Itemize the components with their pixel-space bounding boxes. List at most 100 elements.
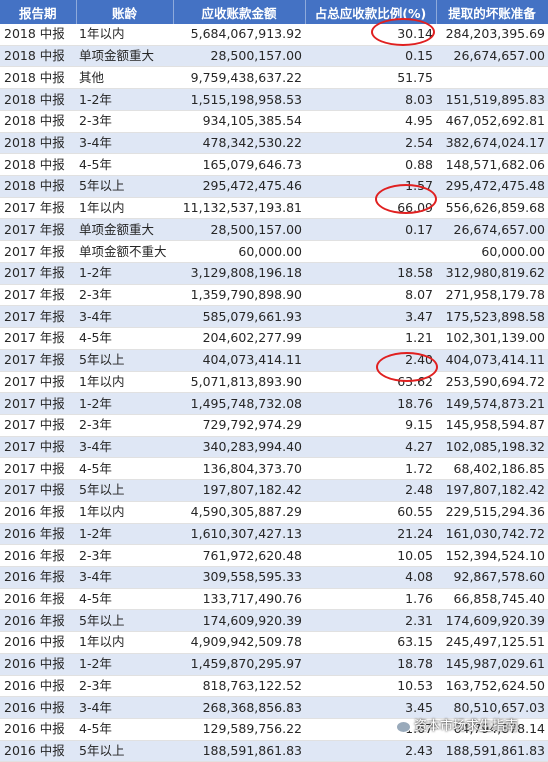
cell-period: 2017 年报: [0, 305, 76, 329]
cell-period: 2018 中报: [0, 24, 76, 46]
cell-ratio: 18.58: [305, 262, 436, 285]
cell-amount: 174,609,920.39: [173, 609, 305, 633]
cell-aging: 1年以内: [76, 631, 173, 654]
cell-ratio: 2.48: [305, 479, 436, 502]
table-row: 2017 中报 4-5年 136,804,373.70 1.72 68,402,186.…: [0, 457, 548, 481]
cell-aging: 单项金额重大: [76, 218, 173, 242]
cell-aging: 3-4年: [76, 436, 173, 459]
cell-bad-debt: 284,203,395.69: [436, 24, 548, 46]
table-row: 2016 中报 1-2年 1,459,870,295.97 18.78 145,987,…: [0, 653, 548, 676]
table-row: 2016 中报 1年以内 4,909,942,509.78 63.15 245,497,…: [0, 631, 548, 654]
cell-aging: 1-2年: [76, 88, 173, 111]
cell-amount: 934,105,385.54: [173, 110, 305, 133]
cell-period: 2016 中报: [0, 653, 76, 676]
table-row: 2016 中报 2-3年 818,763,122.52 10.53 163,752,62…: [0, 675, 548, 698]
cell-amount: 478,342,530.22: [173, 132, 305, 155]
cell-bad-debt: [436, 66, 548, 90]
cell-period: 2018 中报: [0, 45, 76, 68]
cell-amount: 3,129,808,196.18: [173, 262, 305, 285]
table-row: 2016 中报 5年以上 188,591,861.83 2.43 188,591,861…: [0, 740, 548, 762]
cell-bad-debt: 151,519,895.83: [436, 88, 548, 111]
cell-period: 2016 年报: [0, 609, 76, 633]
cell-amount: 28,500,157.00: [173, 218, 305, 242]
cell-period: 2018 中报: [0, 66, 76, 90]
cell-aging: 1-2年: [76, 523, 173, 546]
cell-period: 2017 年报: [0, 240, 76, 263]
cell-amount: 295,472,475.46: [173, 175, 305, 198]
cell-amount: 1,495,748,732.08: [173, 392, 305, 415]
cell-amount: 404,073,414.11: [173, 349, 305, 372]
cell-aging: 4-5年: [76, 718, 173, 741]
cell-period: 2017 中报: [0, 371, 76, 394]
cell-amount: 136,804,373.70: [173, 457, 305, 481]
table-row: 2016 年报 1-2年 1,610,307,427.13 21.24 161,030,…: [0, 523, 548, 546]
table-body: 2018 中报 1年以内 5,684,067,913.92 30.14 284,203,…: [0, 24, 548, 762]
cell-aging: 4-5年: [76, 457, 173, 481]
cell-period: 2018 中报: [0, 110, 76, 133]
cell-ratio: 1.21: [305, 327, 436, 350]
cell-bad-debt: 245,497,125.51: [436, 631, 548, 654]
cell-aging: 4-5年: [76, 588, 173, 611]
cell-period: 2018 中报: [0, 153, 76, 177]
cell-aging: 3-4年: [76, 696, 173, 719]
cell-bad-debt: 174,609,920.39: [436, 609, 548, 633]
cell-aging: 3-4年: [76, 305, 173, 329]
cell-period: 2016 中报: [0, 740, 76, 762]
cell-ratio: 10.05: [305, 544, 436, 567]
cell-aging: 4-5年: [76, 153, 173, 177]
cell-period: 2017 中报: [0, 436, 76, 459]
cell-ratio: 1.57: [305, 175, 436, 198]
cell-period: 2017 年报: [0, 284, 76, 307]
cell-amount: 340,283,994.40: [173, 436, 305, 459]
table-row: 2017 中报 1-2年 1,495,748,732.08 18.76 149,574,…: [0, 392, 548, 415]
table-row: 2018 中报 单项金额重大 28,500,157.00 0.15 26,674,657…: [0, 45, 548, 68]
cell-aging: 3-4年: [76, 132, 173, 155]
table-row: 2017 年报 2-3年 1,359,790,898.90 8.07 271,958,1…: [0, 284, 548, 307]
table-row: 2018 中报 1年以内 5,684,067,913.92 30.14 284,203,…: [0, 24, 548, 46]
cell-ratio: 2.40: [305, 349, 436, 372]
cell-aging: 1-2年: [76, 653, 173, 676]
cell-bad-debt: 271,958,179.78: [436, 284, 548, 307]
cell-period: 2016 中报: [0, 696, 76, 719]
table-row: 2016 年报 5年以上 174,609,920.39 2.31 174,609,920…: [0, 609, 548, 633]
table-row: 2017 中报 3-4年 340,283,994.40 4.27 102,085,198…: [0, 436, 548, 459]
cell-amount: 1,359,790,898.90: [173, 284, 305, 307]
header-amount: 应收账款金额: [173, 0, 306, 24]
cell-bad-debt: 145,987,029.61: [436, 653, 548, 676]
cell-ratio: 0.17: [305, 218, 436, 242]
cell-period: 2017 中报: [0, 392, 76, 415]
cell-bad-debt: 26,674,657.00: [436, 218, 548, 242]
cell-ratio: 10.53: [305, 675, 436, 698]
table-row: 2018 中报 其他 9,759,438,637.22 51.75: [0, 66, 548, 90]
cell-ratio: [305, 240, 436, 263]
cell-period: 2016 年报: [0, 588, 76, 611]
cell-period: 2016 年报: [0, 566, 76, 589]
table-row: 2018 中报 3-4年 478,342,530.22 2.54 382,674,024…: [0, 132, 548, 155]
cell-bad-debt: 197,807,182.42: [436, 479, 548, 502]
cell-period: 2016 中报: [0, 675, 76, 698]
table-row: 2018 中报 1-2年 1,515,198,958.53 8.03 151,519,8…: [0, 88, 548, 111]
cell-ratio: 1.76: [305, 588, 436, 611]
cell-ratio: 9.15: [305, 414, 436, 437]
cell-amount: 11,132,537,193.81: [173, 197, 305, 220]
cell-aging: 2-3年: [76, 110, 173, 133]
cell-amount: 4,909,942,509.78: [173, 631, 305, 654]
cell-ratio: 3.47: [305, 305, 436, 329]
cell-bad-debt: 68,402,186.85: [436, 457, 548, 481]
cell-ratio: 63.15: [305, 631, 436, 654]
cell-ratio: 30.14: [305, 24, 436, 46]
cell-ratio: 18.76: [305, 392, 436, 415]
cell-amount: 761,972,620.48: [173, 544, 305, 567]
cell-ratio: 2.31: [305, 609, 436, 633]
cell-ratio: 63.62: [305, 371, 436, 394]
cell-aging: 2-3年: [76, 544, 173, 567]
cell-aging: 1年以内: [76, 501, 173, 524]
cell-ratio: 0.88: [305, 153, 436, 177]
cell-aging: 1年以内: [76, 24, 173, 46]
cell-bad-debt: 404,073,414.11: [436, 349, 548, 372]
cell-ratio: 4.27: [305, 436, 436, 459]
cell-bad-debt: 149,574,873.21: [436, 392, 548, 415]
cell-aging: 1-2年: [76, 392, 173, 415]
cell-amount: 133,717,490.76: [173, 588, 305, 611]
cell-period: 2016 年报: [0, 523, 76, 546]
